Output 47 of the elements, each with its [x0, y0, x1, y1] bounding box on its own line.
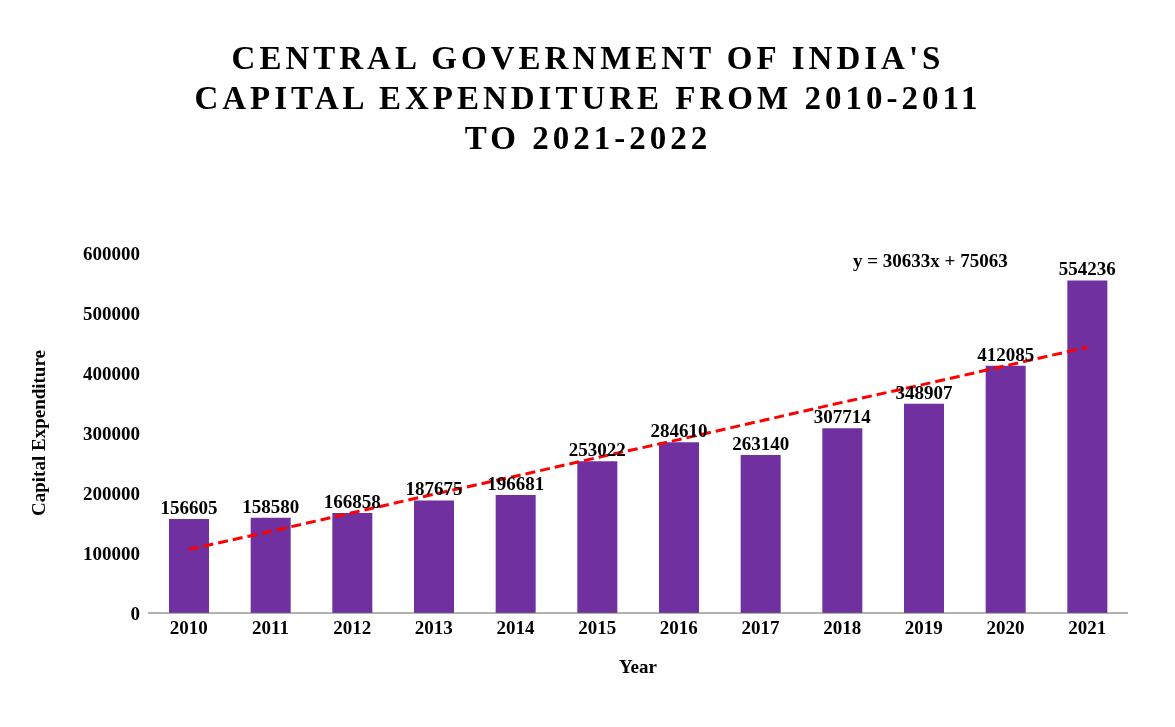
chart-title: CENTRAL GOVERNMENT OF INDIA'S CAPITAL EXPENDITURE FROM 2010-2011 TO 2021-2022 [193, 39, 983, 158]
data-label: 348907 [895, 381, 953, 403]
x-tick-label: 2020 [986, 617, 1025, 639]
bar [740, 455, 781, 613]
x-tick-label: 2012 [333, 617, 372, 639]
data-label: 412085 [977, 343, 1035, 365]
annotation: y = 30633x + 75063 [853, 250, 1008, 272]
data-label: 284610 [650, 420, 708, 442]
x-tick-label: 2017 [741, 617, 780, 639]
bar [332, 512, 373, 613]
y-tick-label: 400000 [83, 362, 140, 384]
x-tick-label: 2016 [659, 617, 698, 639]
bar [822, 428, 863, 613]
bar [577, 461, 618, 613]
bar [985, 365, 1026, 613]
y-tick-label: 0 [130, 602, 140, 624]
x-tick-label: 2019 [904, 617, 943, 639]
x-tick-label: 2014 [496, 617, 535, 639]
y-axis-title: Capital Expenditure [27, 350, 49, 516]
data-label: 307714 [813, 406, 872, 428]
data-label: 253022 [568, 439, 626, 461]
y-tick-label: 300000 [83, 422, 140, 444]
x-tick-label: 2018 [823, 617, 862, 639]
x-tick-label: 2011 [252, 617, 289, 639]
y-tick-label: 100000 [83, 542, 140, 564]
y-tick-label: 200000 [83, 482, 140, 504]
y-tick-label: 600000 [83, 242, 140, 264]
bar [904, 403, 944, 613]
data-label: 187675 [405, 478, 463, 500]
x-axis-title: Year [619, 656, 658, 677]
data-label: 554236 [1058, 258, 1116, 280]
bar [414, 500, 454, 613]
bar [250, 517, 291, 613]
x-tick-label: 2021 [1068, 617, 1107, 639]
data-label: 196681 [487, 472, 545, 494]
x-tick-label: 2010 [169, 617, 208, 639]
data-label: 166858 [323, 490, 381, 512]
data-label: 156605 [160, 497, 218, 519]
y-tick-label: 500000 [83, 302, 140, 324]
bar [495, 494, 536, 613]
data-label: 158580 [242, 495, 300, 517]
x-tick-label: 2013 [414, 617, 453, 639]
x-tick-label: 2015 [578, 617, 617, 639]
bar [659, 442, 699, 613]
bar [169, 519, 209, 613]
data-label: 263140 [732, 433, 790, 455]
bar [1067, 280, 1108, 613]
